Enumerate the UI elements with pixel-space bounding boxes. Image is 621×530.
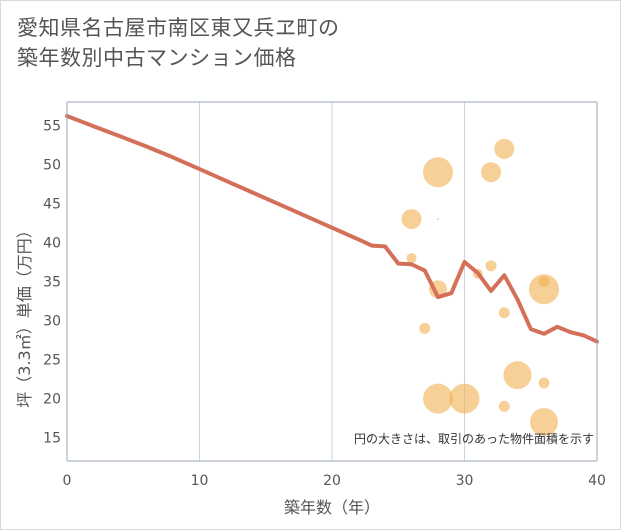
bubble-point-5 bbox=[423, 383, 453, 414]
x-tick-label-0: 0 bbox=[63, 473, 72, 489]
bubble-point-7 bbox=[449, 383, 480, 414]
y-tick-label-15: 15 bbox=[43, 431, 61, 447]
bubble-size-note: 円の大きさは、取引のあった物件面積を示す bbox=[354, 431, 594, 446]
x-tick-label-40: 40 bbox=[588, 473, 606, 489]
bubble-point-16 bbox=[538, 276, 550, 287]
trend-line bbox=[65, 114, 599, 344]
x-tick-label-20: 20 bbox=[323, 473, 341, 489]
x-tick-label-10: 10 bbox=[191, 473, 209, 489]
y-tick-label-50: 50 bbox=[43, 157, 61, 173]
bubble-point-10 bbox=[485, 260, 497, 272]
x-tick-label-30: 30 bbox=[456, 473, 474, 489]
x-axis-title: 築年数（年） bbox=[284, 498, 380, 517]
y-tick-label-35: 35 bbox=[43, 275, 61, 291]
y-axis-title: 坪（3.3㎡）単価（万円） bbox=[15, 222, 34, 407]
bubble-point-2 bbox=[419, 322, 431, 334]
y-tick-label-20: 20 bbox=[43, 392, 61, 408]
axes bbox=[66, 101, 598, 462]
bubble-point-3 bbox=[423, 157, 453, 188]
bubble-point-6 bbox=[437, 218, 439, 221]
bubble-point-18 bbox=[530, 407, 558, 436]
y-tick-label-30: 30 bbox=[43, 314, 61, 330]
bubble-point-1 bbox=[406, 253, 417, 264]
chart-title-line1: 愛知県名古屋市南区東又兵ヱ町の bbox=[17, 16, 340, 40]
bubble-point-14 bbox=[503, 361, 532, 390]
chart-title: 愛知県名古屋市南区東又兵ヱ町の 築年数別中古マンション価格 bbox=[17, 13, 340, 73]
bubble-point-9 bbox=[481, 162, 501, 183]
trend-layer bbox=[65, 114, 599, 344]
bubble-point-0 bbox=[401, 209, 422, 230]
bubble-point-11 bbox=[494, 138, 515, 159]
bubble-point-17 bbox=[538, 377, 550, 389]
y-tick-label-55: 55 bbox=[43, 118, 61, 134]
chart-title-line2: 築年数別中古マンション価格 bbox=[17, 46, 297, 70]
y-tick-labels: 15 20 25 30 35 40 45 50 55 bbox=[43, 118, 61, 446]
bubble-layer bbox=[401, 138, 559, 436]
x-tick-labels: 0 10 20 30 40 bbox=[63, 473, 606, 489]
y-tick-label-40: 40 bbox=[43, 235, 61, 251]
bubble-point-15 bbox=[529, 274, 559, 305]
bubble-point-13 bbox=[498, 400, 510, 412]
y-tick-label-45: 45 bbox=[43, 196, 61, 212]
y-tick-label-25: 25 bbox=[43, 353, 61, 369]
bubble-point-12 bbox=[498, 307, 510, 319]
